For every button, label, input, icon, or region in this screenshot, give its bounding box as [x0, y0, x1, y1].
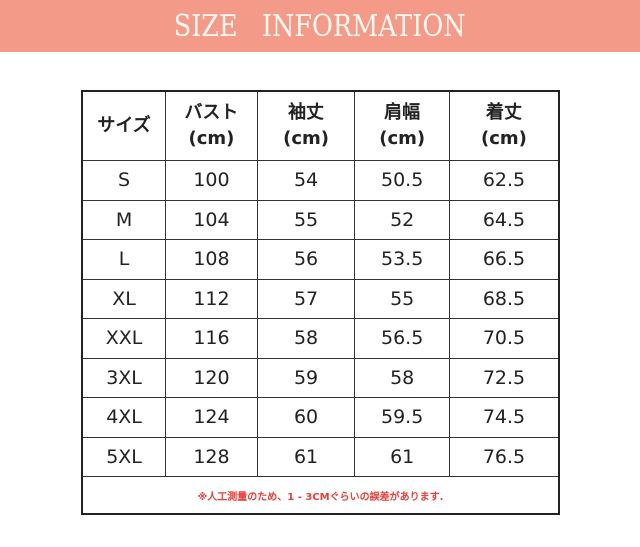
size-cell: XL: [81, 278, 167, 319]
measurement-cell: 57: [256, 278, 356, 319]
measurement-cell: 120: [165, 357, 258, 398]
measurement-cell: 124: [165, 397, 258, 438]
size-cell: 4XL: [81, 397, 167, 438]
column-header: 袖丈 (cm): [256, 90, 356, 161]
header-text: 肩幅: [384, 102, 421, 123]
table-row: 3XL 120 59 58 72.5: [81, 357, 560, 398]
header-text: バスト: [184, 102, 239, 123]
header-text: 袖丈: [288, 102, 325, 123]
table-row: XXL 116 58 56.5 70.5: [81, 318, 560, 359]
measurement-cell: 55: [256, 199, 356, 240]
size-cell: 3XL: [81, 357, 167, 398]
header-text: サイズ: [97, 115, 151, 136]
size-cell: XXL: [81, 318, 167, 359]
note-row: ※人工測量のため、1 - 3CMぐらいの誤差があります.: [81, 476, 560, 515]
size-table: サイズ バスト (cm) 袖丈 (cm) 肩幅 (cm) 着丈 (cm) S 100 54 50.5 6…: [81, 90, 560, 515]
header-row: サイズ バスト (cm) 袖丈 (cm) 肩幅 (cm) 着丈 (cm): [81, 90, 560, 161]
table-row: 4XL 124 60 59.5 74.5: [81, 397, 560, 438]
measurement-cell: 58: [354, 357, 450, 398]
measurement-cell: 56.5: [354, 318, 450, 359]
column-header: バスト (cm): [165, 90, 258, 161]
measurement-cell: 104: [165, 199, 258, 240]
size-cell: M: [81, 199, 167, 240]
measurement-cell: 59.5: [354, 397, 450, 438]
measurement-cell: 128: [165, 436, 258, 477]
measurement-cell: 50.5: [354, 160, 450, 201]
measurement-cell: 59: [256, 357, 356, 398]
measurement-cell: 60: [256, 397, 356, 438]
measurement-cell: 64.5: [448, 199, 560, 240]
measurement-cell: 76.5: [448, 436, 560, 477]
column-header: 肩幅 (cm): [354, 90, 450, 161]
header-text: (cm): [379, 128, 426, 149]
size-cell: L: [81, 239, 167, 280]
measurement-cell: 52: [354, 199, 450, 240]
title-banner: SIZE INFORMATION: [0, 0, 640, 52]
table-row: XL 112 57 55 68.5: [81, 278, 560, 319]
measurement-cell: 55: [354, 278, 450, 319]
banner-title: SIZE INFORMATION: [174, 8, 466, 44]
table-row: 5XL 128 61 61 76.5: [81, 436, 560, 477]
measurement-cell: 116: [165, 318, 258, 359]
measurement-cell: 54: [256, 160, 356, 201]
table-row: M 104 55 52 64.5: [81, 199, 560, 240]
measurement-cell: 53.5: [354, 239, 450, 280]
measurement-cell: 66.5: [448, 239, 560, 280]
measurement-cell: 58: [256, 318, 356, 359]
measurement-cell: 62.5: [448, 160, 560, 201]
measurement-cell: 61: [256, 436, 356, 477]
measurement-cell: 68.5: [448, 278, 560, 319]
measurement-note: ※人工測量のため、1 - 3CMぐらいの誤差があります.: [81, 476, 560, 515]
measurement-cell: 112: [165, 278, 258, 319]
size-cell: S: [81, 160, 167, 201]
measurement-cell: 72.5: [448, 357, 560, 398]
table-row: S 100 54 50.5 62.5: [81, 160, 560, 201]
column-header: サイズ: [81, 90, 167, 161]
header-text: (cm): [481, 128, 527, 149]
header-text: (cm): [188, 128, 235, 149]
measurement-cell: 61: [354, 436, 450, 477]
measurement-cell: 108: [165, 239, 258, 280]
measurement-cell: 70.5: [448, 318, 560, 359]
table-row: L 108 56 53.5 66.5: [81, 239, 560, 280]
header-text: 着丈: [485, 102, 522, 123]
column-header: 着丈 (cm): [448, 90, 560, 161]
size-cell: 5XL: [81, 436, 167, 477]
measurement-cell: 100: [165, 160, 258, 201]
header-text: (cm): [283, 128, 329, 149]
measurement-cell: 56: [256, 239, 356, 280]
measurement-cell: 74.5: [448, 397, 560, 438]
